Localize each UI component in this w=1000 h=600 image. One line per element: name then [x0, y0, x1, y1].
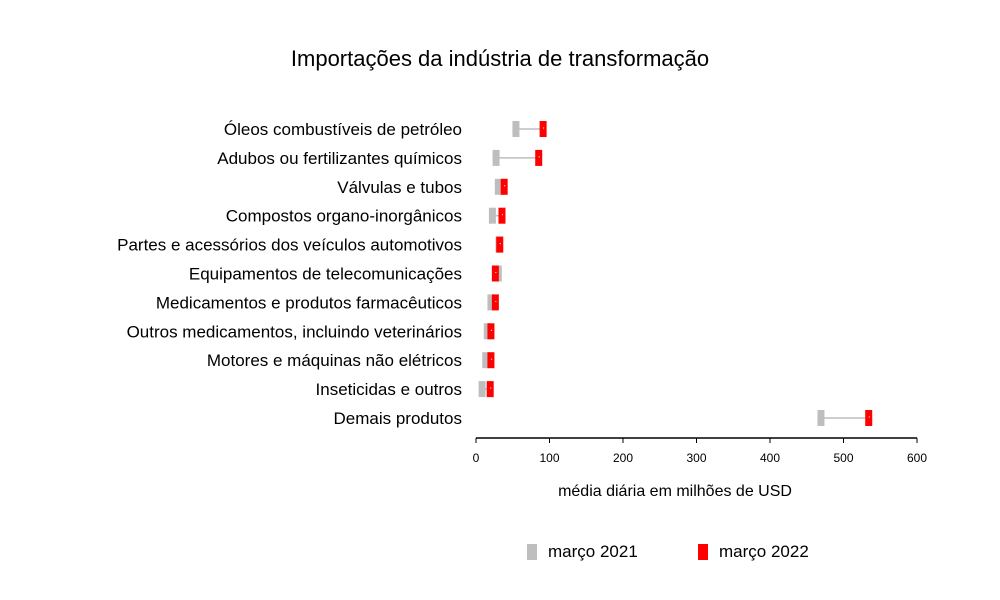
point-march-2021-compostos-organo-inorganicos: [488, 207, 496, 224]
legend-swatch-march-2022: [698, 544, 708, 560]
point-march-2022-medicamentos-e-produtos-farmaceuticos: [491, 294, 499, 311]
x-axis-label: média diária em milhões de USD: [558, 483, 792, 500]
point-march-2022-equipamentos-de-telecomunicacoes: [491, 265, 499, 282]
category-label-medicamentos-e-produtos-farmaceuticos: Medicamentos e produtos farmacêuticos: [156, 293, 462, 312]
category-label-adubos-ou-fertilizantes-quimicos: Adubos ou fertilizantes químicos: [217, 149, 462, 168]
category-label-inseticidas-e-outros: Inseticidas e outros: [316, 380, 462, 399]
point-march-2022-demais-produtos: [865, 410, 873, 426]
point-march-2022-adubos-ou-fertilizantes-quimicos: [535, 149, 543, 166]
category-label-motores-e-maquinas-nao-eletricos: Motores e máquinas não elétricos: [207, 351, 462, 370]
point-march-2022-oleos-combustiveis-de-petroleo: [539, 121, 547, 137]
legend-label-march-2022: março 2022: [719, 542, 809, 561]
category-label-valvulas-e-tubos: Válvulas e tubos: [337, 178, 462, 197]
point-march-2021-outros-medicamentos-incluindo-veterinarios: [483, 323, 491, 340]
x-tick-label-600: 600: [907, 451, 927, 465]
point-march-2021-demais-produtos: [817, 410, 825, 426]
category-label-compostos-organo-inorganicos: Compostos organo-inorgânicos: [226, 207, 462, 226]
legend-label-march-2021: março 2021: [548, 542, 638, 561]
legend-swatch-march-2021: [527, 544, 537, 560]
x-tick-label-300: 300: [686, 451, 706, 465]
category-label-equipamentos-de-telecomunicacoes: Equipamentos de telecomunicações: [189, 265, 462, 284]
point-march-2022-motores-e-maquinas-nao-eletricos: [487, 352, 495, 369]
point-march-2022-outros-medicamentos-incluindo-veterinarios: [487, 323, 495, 340]
point-march-2022-compostos-organo-inorganicos: [498, 207, 506, 224]
point-march-2021-adubos-ou-fertilizantes-quimicos: [492, 149, 500, 166]
point-march-2022-valvulas-e-tubos: [500, 178, 508, 195]
x-tick-label-400: 400: [760, 451, 780, 465]
point-march-2021-inseticidas-e-outros: [478, 381, 486, 398]
point-march-2022-inseticidas-e-outros: [486, 381, 494, 398]
category-label-oleos-combustiveis-de-petroleo: Óleos combustíveis de petróleo: [224, 120, 462, 139]
point-march-2021-valvulas-e-tubos: [494, 178, 502, 195]
category-label-outros-medicamentos-incluindo-veterinarios: Outros medicamentos, incluindo veterinár…: [127, 322, 462, 341]
point-march-2022-partes-e-acessorios-dos-veiculos-automotivos: [496, 236, 504, 253]
x-tick-label-0: 0: [473, 451, 480, 465]
x-tick-label-100: 100: [539, 451, 559, 465]
x-tick-label-500: 500: [833, 451, 853, 465]
chart-title: Importações da indústria de transformaçã…: [290, 46, 710, 71]
category-label-demais-produtos: Demais produtos: [333, 409, 462, 428]
point-march-2021-motores-e-maquinas-nao-eletricos: [482, 352, 490, 369]
point-march-2021-medicamentos-e-produtos-farmaceuticos: [487, 294, 495, 311]
x-tick-label-200: 200: [613, 451, 633, 465]
category-label-partes-e-acessorios-dos-veiculos-automotivos: Partes e acessórios dos veículos automot…: [117, 236, 462, 255]
point-march-2021-oleos-combustiveis-de-petroleo: [512, 121, 520, 137]
